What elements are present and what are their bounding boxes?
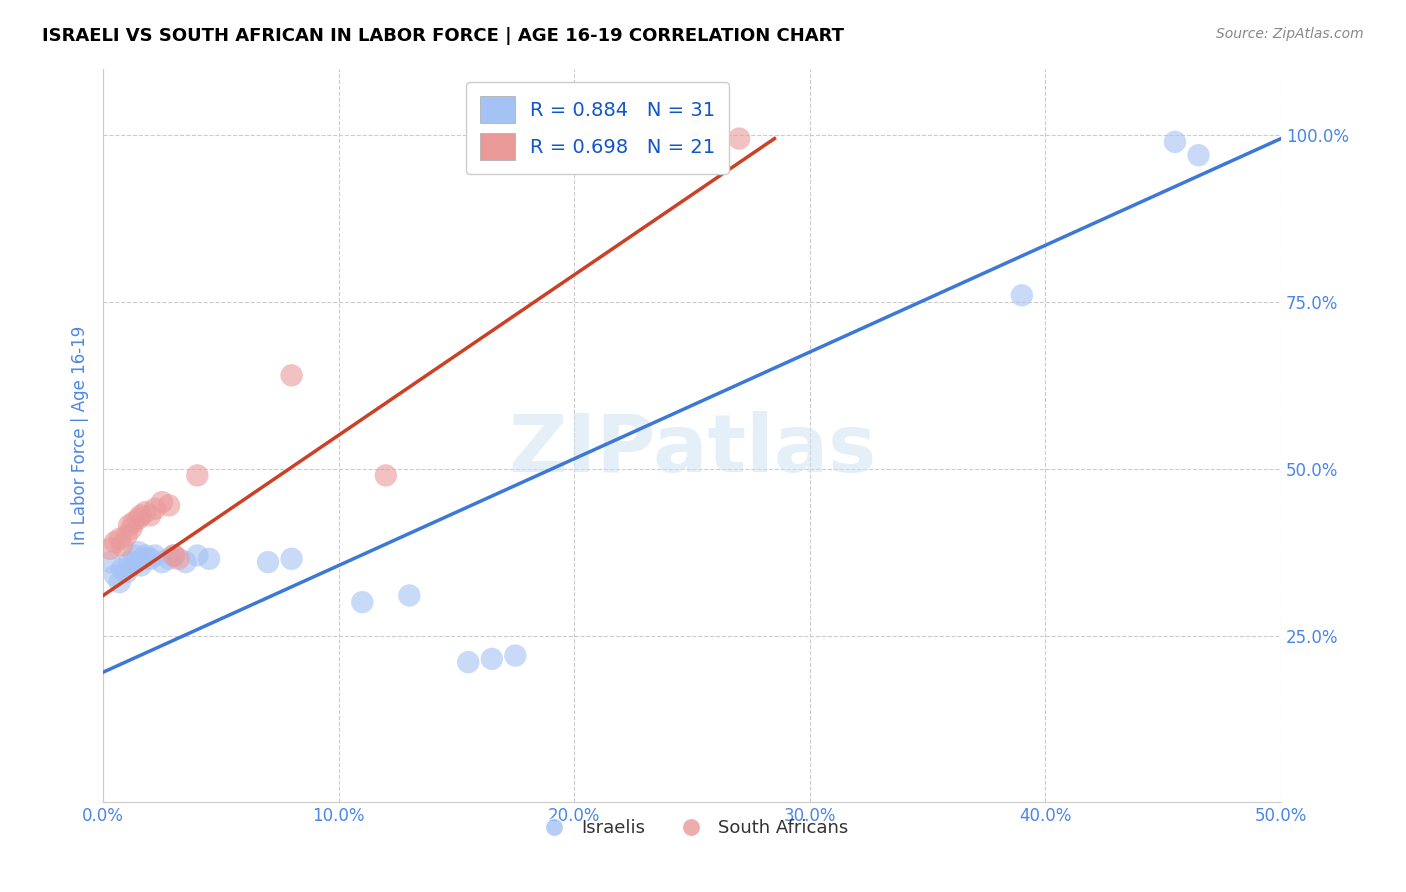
- Point: [122, 515, 145, 529]
- Point: [186, 549, 208, 563]
- Point: [122, 549, 145, 563]
- Point: [129, 558, 152, 573]
- Point: [118, 518, 141, 533]
- Point: [129, 508, 152, 523]
- Point: [139, 551, 162, 566]
- Point: [163, 549, 186, 563]
- Text: ISRAELI VS SOUTH AFRICAN IN LABOR FORCE | AGE 16-19 CORRELATION CHART: ISRAELI VS SOUTH AFRICAN IN LABOR FORCE …: [42, 27, 844, 45]
- Point: [728, 131, 751, 145]
- Point: [457, 655, 479, 669]
- Point: [104, 535, 127, 549]
- Point: [143, 549, 166, 563]
- Point: [120, 558, 142, 573]
- Point: [135, 505, 157, 519]
- Point: [374, 468, 396, 483]
- Point: [98, 541, 121, 556]
- Point: [398, 589, 420, 603]
- Point: [108, 575, 131, 590]
- Point: [1187, 148, 1209, 162]
- Point: [143, 501, 166, 516]
- Point: [505, 648, 527, 663]
- Point: [352, 595, 374, 609]
- Point: [150, 495, 173, 509]
- Point: [120, 522, 142, 536]
- Point: [135, 549, 157, 563]
- Point: [198, 551, 221, 566]
- Text: ZIPatlas: ZIPatlas: [508, 411, 876, 489]
- Point: [280, 551, 302, 566]
- Point: [111, 538, 134, 552]
- Point: [257, 555, 280, 569]
- Point: [111, 562, 134, 576]
- Point: [1011, 288, 1033, 302]
- Point: [104, 568, 127, 582]
- Point: [127, 545, 149, 559]
- Point: [139, 508, 162, 523]
- Point: [157, 499, 180, 513]
- Point: [174, 555, 197, 569]
- Text: Source: ZipAtlas.com: Source: ZipAtlas.com: [1216, 27, 1364, 41]
- Point: [157, 551, 180, 566]
- Point: [115, 528, 138, 542]
- Point: [280, 368, 302, 383]
- Point: [150, 555, 173, 569]
- Point: [186, 468, 208, 483]
- Point: [163, 549, 186, 563]
- Point: [127, 512, 149, 526]
- Point: [108, 532, 131, 546]
- Legend: Israelis, South Africans: Israelis, South Africans: [529, 812, 855, 845]
- Point: [481, 652, 503, 666]
- Point: [132, 551, 155, 566]
- Point: [118, 555, 141, 569]
- Point: [167, 551, 190, 566]
- Point: [115, 565, 138, 579]
- Y-axis label: In Labor Force | Age 16-19: In Labor Force | Age 16-19: [72, 326, 89, 545]
- Point: [125, 555, 148, 569]
- Point: [1164, 135, 1187, 149]
- Point: [98, 555, 121, 569]
